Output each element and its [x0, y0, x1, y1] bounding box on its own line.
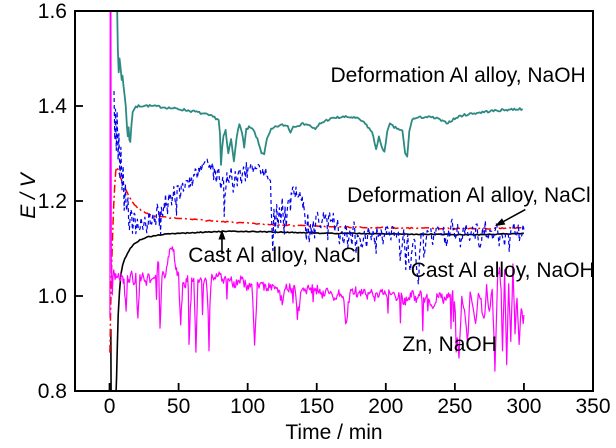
annotation-arrow-line [499, 208, 526, 224]
x-tick-label: 150 [299, 395, 334, 418]
x-tick-label: 0 [104, 395, 116, 418]
series-zn-naoh [109, 12, 525, 372]
label-deformation-al-alloy-nacl: Deformation Al alloy, NaCl [347, 184, 591, 208]
y-tick-label: 1.0 [38, 285, 67, 308]
y-tick-label: 1.4 [38, 95, 68, 118]
annotation-arrowhead [494, 218, 506, 227]
series-group [109, 12, 525, 390]
x-axis-title: Time / min [285, 421, 383, 444]
y-tick-label: 1.2 [38, 190, 67, 213]
x-tick-label: 250 [437, 395, 472, 418]
label-cast-al-alloy-naoh: Cast Al alloy, NaOH [410, 258, 595, 282]
tick-labels: 0 50 100 150 200 250 300 350 0.8 1.0 1.2 1.4 1.6 [38, 0, 611, 418]
label-zn-naoh: Zn, NaOH [402, 332, 497, 356]
x-tick-label: 100 [230, 395, 265, 418]
label-deformation-al-alloy-naoh: Deformation Al alloy, NaOH [330, 64, 586, 88]
series-deformation-al-alloy-nacl [113, 90, 525, 285]
x-tick-label: 350 [575, 395, 610, 418]
x-tick-label: 50 [167, 395, 190, 418]
y-tick-label: 1.6 [38, 0, 67, 23]
annotation-arrowhead [218, 229, 226, 240]
y-tick-label: 0.8 [38, 380, 67, 403]
plot-frame [74, 10, 594, 392]
x-tick-label: 300 [506, 395, 541, 418]
label-cast-al-alloy-nacl: Cast Al alloy, NaCl [188, 244, 361, 268]
series-deformation-al-alloy-naoh [116, 12, 524, 166]
x-tick-label: 200 [368, 395, 403, 418]
y-axis-title: E / V [17, 173, 40, 219]
